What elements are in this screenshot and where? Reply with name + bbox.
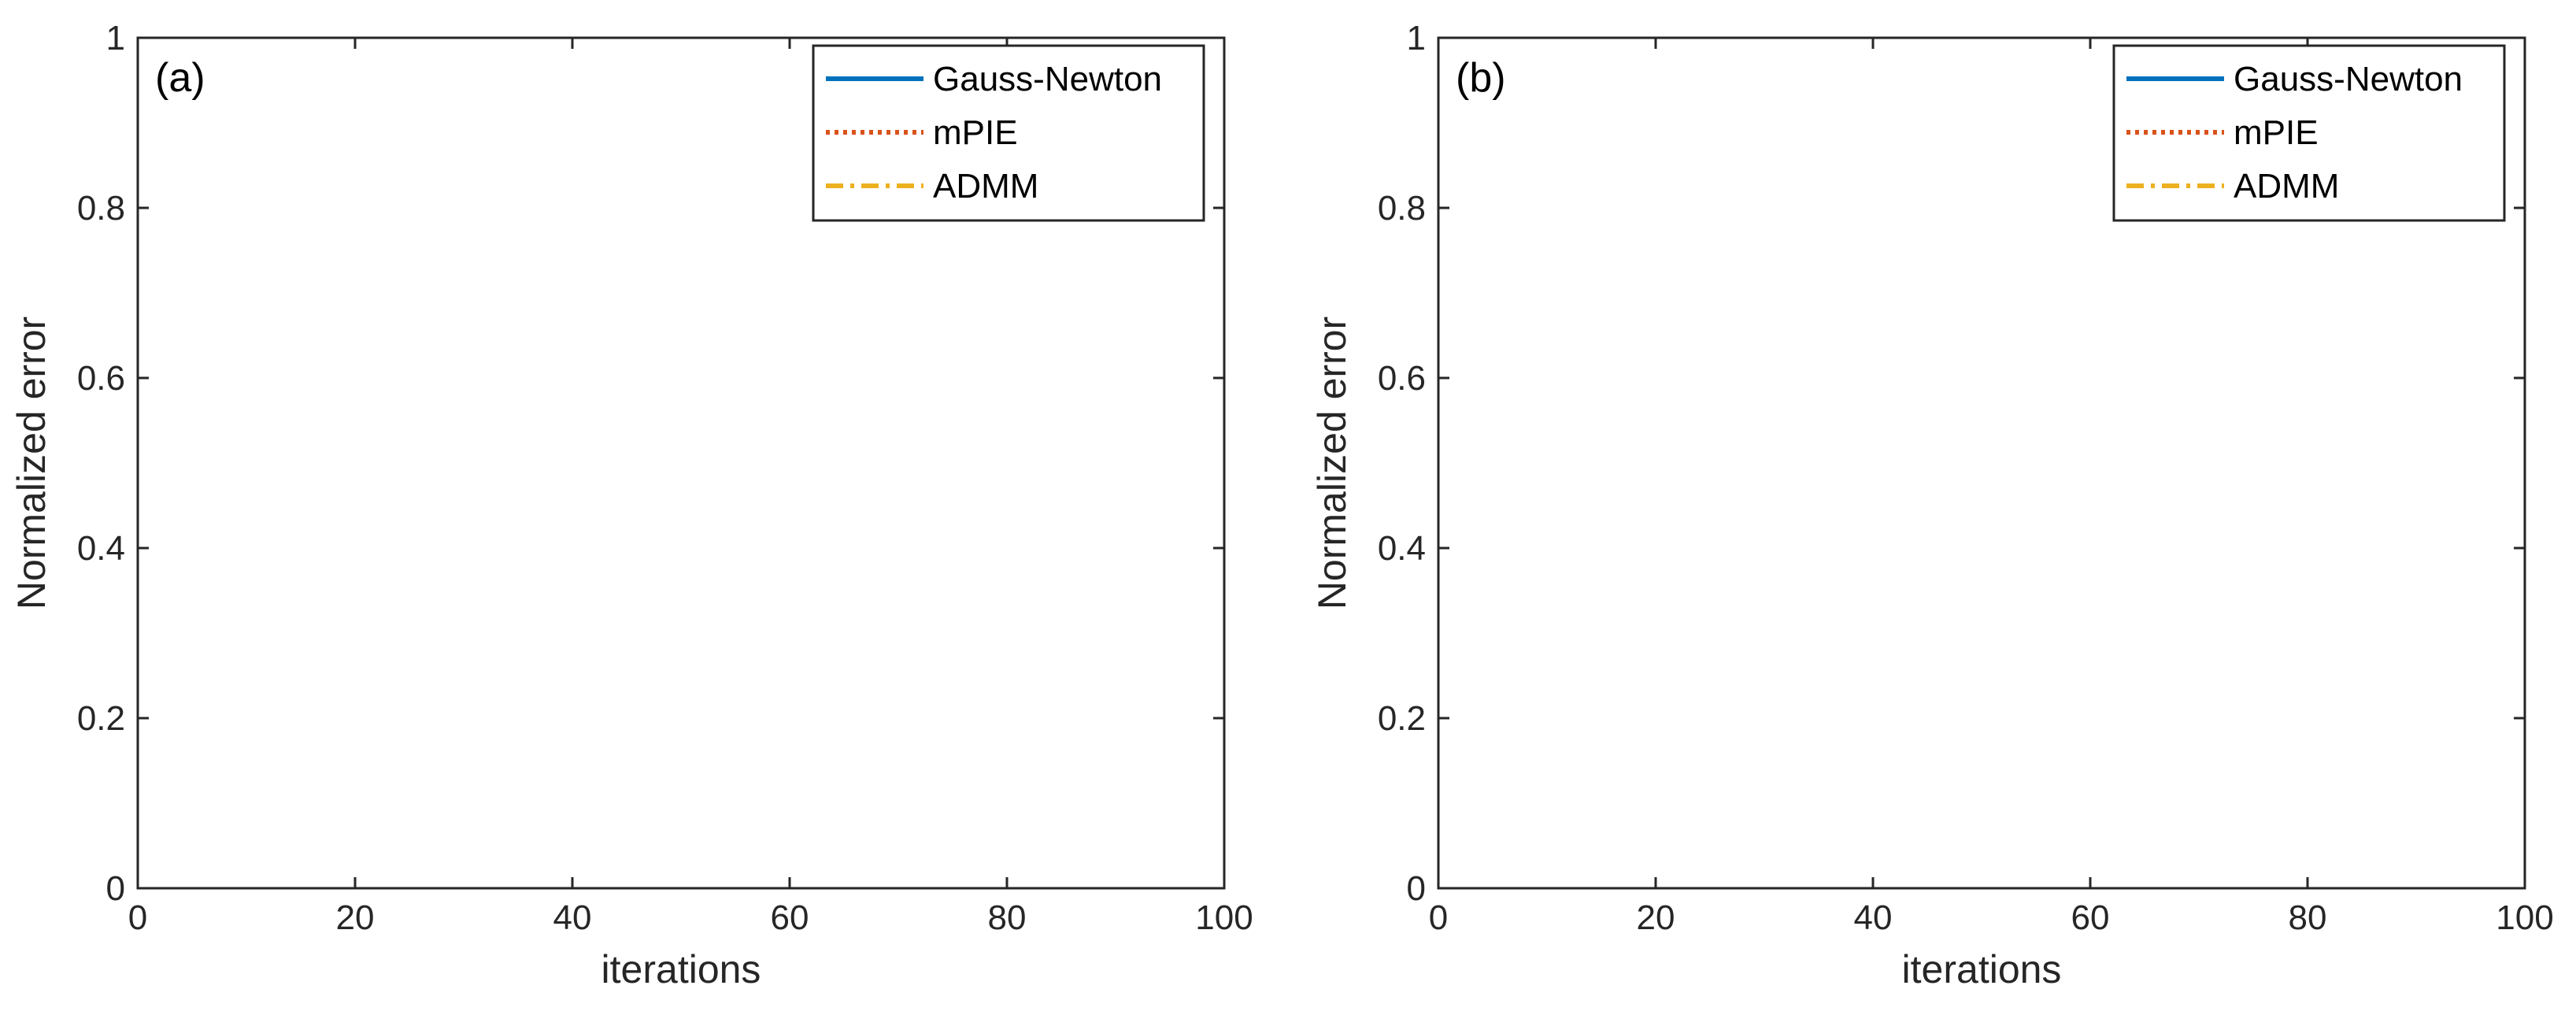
legend-label: mPIE	[933, 113, 1018, 152]
panel-b: 0 20 40 60 80 100 0 0.2 0.4 0.6 0.8 1 iterations Norm…	[1310, 19, 2554, 991]
y-tick-label: 0.6	[77, 359, 125, 398]
x-tick-label: 60	[771, 898, 809, 937]
legend: Gauss-Newton mPIE ADMM	[2112, 44, 2506, 222]
legend-label: Gauss-Newton	[2234, 60, 2463, 98]
y-tick-label: 0	[106, 869, 125, 908]
x-tick-label: 40	[1854, 898, 1893, 937]
y-tick-label: 0	[1407, 869, 1426, 908]
legend-label: Gauss-Newton	[933, 60, 1162, 98]
y-tick-label: 0.6	[1378, 359, 1426, 398]
legend-label: ADMM	[2234, 167, 2339, 206]
panel-label: (b)	[1456, 55, 1506, 101]
y-tick-label: 0.4	[1378, 529, 1426, 568]
legend-label: ADMM	[933, 167, 1038, 206]
y-axis-label: Normalized error	[1310, 317, 1354, 609]
panel-a: 0 20 40 60 80 100 0 0.2 0.4 0.6 0.8 1 iterations Norm…	[9, 19, 1253, 991]
x-tick-label: 40	[553, 898, 592, 937]
x-tick-label: 80	[988, 898, 1027, 937]
y-tick-label: 0.8	[77, 189, 125, 228]
x-axis-label: iterations	[601, 947, 761, 991]
x-tick-label: 100	[2496, 898, 2553, 937]
y-tick-label: 0.2	[1378, 699, 1426, 738]
y-tick-label: 0.8	[1378, 189, 1426, 228]
x-tick-label: 20	[1637, 898, 1675, 937]
y-tick-label: 0.2	[77, 699, 125, 738]
x-tick-label: 0	[128, 898, 147, 937]
x-tick-label: 60	[2071, 898, 2110, 937]
y-tick-label: 1	[106, 19, 125, 57]
y-axis-label: Normalized error	[9, 317, 54, 609]
x-tick-label: 80	[2289, 898, 2327, 937]
x-tick-label: 0	[1429, 898, 1448, 937]
panel-label: (a)	[155, 55, 205, 101]
legend-label: mPIE	[2234, 113, 2319, 152]
x-axis-label: iterations	[1902, 947, 2062, 991]
y-tick-label: 0.4	[77, 529, 125, 568]
y-tick-label: 1	[1407, 19, 1426, 57]
x-tick-label: 100	[1195, 898, 1253, 937]
legend: Gauss-Newton mPIE ADMM	[812, 44, 1205, 222]
x-tick-label: 20	[336, 898, 375, 937]
